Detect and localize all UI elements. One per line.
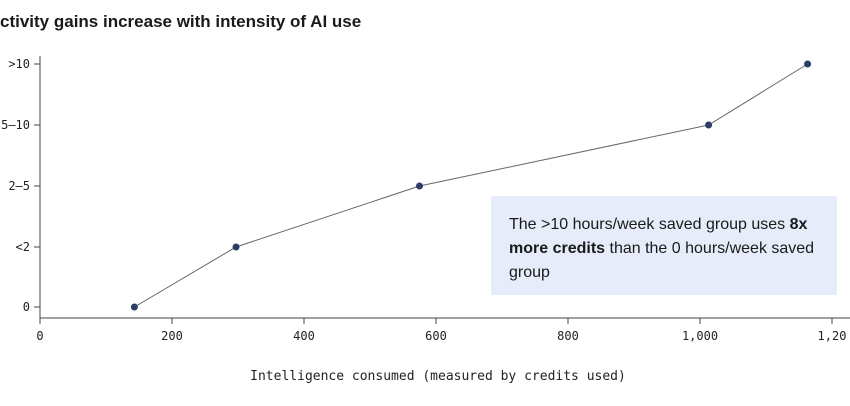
data-point (130, 303, 138, 311)
x-axis-label: Intelligence consumed (measured by credi… (250, 369, 626, 384)
y-tick-label: <2 (16, 240, 30, 254)
data-point (416, 182, 423, 190)
annotation-text-pre: The >10 hours/week saved group uses (509, 216, 786, 233)
tick-labels: 0 <2 2–5 5–10 >10 0 200 400 600 800 1,000 1,20 (1, 57, 846, 343)
y-tick-label: >10 (8, 57, 30, 71)
x-tick-label: 1,20 (818, 329, 847, 343)
data-point (705, 121, 713, 129)
x-tick-label: 800 (557, 329, 579, 343)
x-tick-label: 200 (161, 329, 183, 343)
x-tick-label: 0 (36, 329, 43, 343)
y-tick-label: 2–5 (8, 179, 30, 193)
x-tick-label: 600 (425, 329, 447, 343)
x-tick-label: 400 (293, 329, 315, 343)
axes (39, 56, 850, 319)
y-tick-label: 5–10 (1, 118, 30, 132)
annotation-text-post: than the 0 hours/week saved group (509, 240, 815, 281)
plot-area (130, 60, 812, 311)
x-tick-label: 1,000 (682, 329, 718, 343)
annotation-box: The >10 hours/week saved group uses 8x m… (491, 196, 837, 295)
data-point (232, 243, 240, 251)
chart-title: ctivity gains increase with intensity of… (0, 12, 362, 31)
y-tick-label: 0 (23, 300, 30, 314)
annotation-text-bold: 8x more credits (509, 216, 808, 257)
data-point (804, 60, 812, 68)
